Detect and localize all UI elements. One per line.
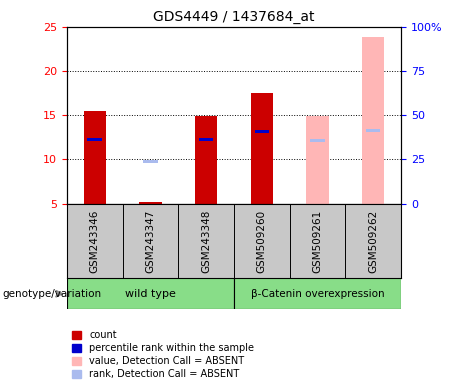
Text: GSM509262: GSM509262	[368, 210, 378, 273]
Title: GDS4449 / 1437684_at: GDS4449 / 1437684_at	[153, 10, 315, 25]
Bar	[143, 160, 158, 163]
Legend: count, percentile rank within the sample, value, Detection Call = ABSENT, rank, : count, percentile rank within the sample…	[72, 330, 254, 379]
Bar	[234, 278, 401, 309]
Bar	[362, 38, 384, 204]
Bar	[88, 138, 102, 141]
Bar	[251, 93, 273, 204]
Bar	[83, 111, 106, 204]
Text: GSM243346: GSM243346	[90, 210, 100, 273]
Text: GSM243347: GSM243347	[145, 210, 155, 273]
Text: β-Catenin overexpression: β-Catenin overexpression	[251, 289, 384, 299]
Text: genotype/variation: genotype/variation	[2, 289, 101, 299]
Text: GSM509260: GSM509260	[257, 210, 267, 273]
Text: wild type: wild type	[125, 289, 176, 299]
Bar	[67, 278, 234, 309]
Bar	[310, 139, 325, 142]
Text: GSM243348: GSM243348	[201, 210, 211, 273]
Bar	[366, 129, 380, 132]
Bar	[307, 116, 329, 204]
Bar	[199, 138, 213, 141]
Bar	[195, 116, 217, 204]
Bar	[139, 202, 161, 204]
Bar	[254, 129, 269, 132]
Text: GSM509261: GSM509261	[313, 210, 323, 273]
